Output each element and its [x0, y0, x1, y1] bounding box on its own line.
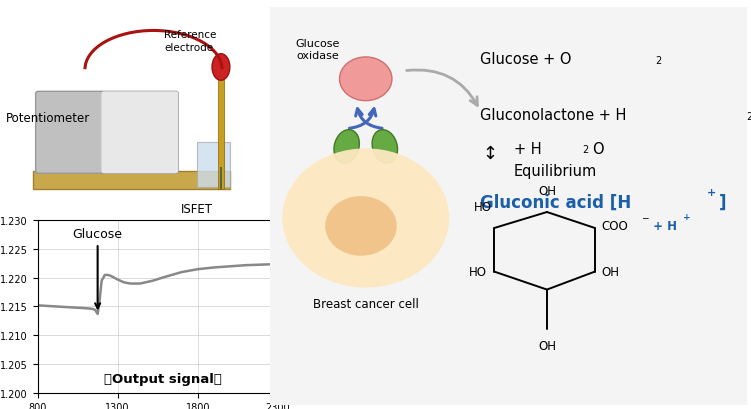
Text: +: + [683, 212, 690, 221]
Text: +: + [707, 187, 716, 197]
FancyArrowPatch shape [356, 110, 382, 129]
FancyBboxPatch shape [101, 92, 178, 174]
Ellipse shape [334, 130, 360, 164]
Text: + H: + H [514, 142, 541, 157]
FancyBboxPatch shape [256, 0, 751, 409]
Text: COO: COO [602, 220, 629, 233]
FancyArrowPatch shape [349, 110, 376, 129]
Text: Gluconolactone + H: Gluconolactone + H [480, 108, 626, 123]
Ellipse shape [212, 54, 230, 81]
Circle shape [325, 197, 397, 256]
Ellipse shape [372, 130, 397, 164]
Text: ↕: ↕ [482, 144, 497, 162]
Bar [198, 143, 231, 187]
Text: 2: 2 [583, 145, 589, 155]
Text: + H: + H [650, 220, 677, 233]
Text: O: O [593, 142, 604, 157]
Circle shape [282, 149, 449, 288]
Text: Breast cancer cell: Breast cancer cell [313, 297, 418, 310]
Circle shape [339, 58, 392, 101]
Text: Glucose: Glucose [73, 228, 122, 308]
Text: 2: 2 [746, 111, 751, 121]
Text: −: − [641, 212, 649, 221]
Bar [219, 167, 222, 189]
FancyArrowPatch shape [406, 71, 478, 106]
FancyBboxPatch shape [33, 172, 231, 189]
Text: OH: OH [538, 184, 556, 198]
Text: OH: OH [538, 339, 556, 353]
Text: 2: 2 [655, 56, 662, 66]
FancyBboxPatch shape [35, 92, 178, 174]
Text: 【Output signal】: 【Output signal】 [104, 372, 222, 385]
Text: ISFET: ISFET [181, 202, 213, 216]
Text: Reference
electrode: Reference electrode [164, 30, 217, 53]
Text: Glucose + O: Glucose + O [480, 52, 572, 67]
Bar [218, 79, 224, 189]
Text: ]: ] [719, 193, 726, 211]
Text: Potentiometer: Potentiometer [5, 112, 89, 125]
Text: HO: HO [474, 200, 492, 213]
Text: HO: HO [469, 265, 487, 279]
Text: OH: OH [602, 265, 620, 279]
Text: Glucose
oxidase: Glucose oxidase [296, 39, 340, 61]
Text: Equilibrium: Equilibrium [514, 163, 597, 178]
Text: Gluconic acid [H: Gluconic acid [H [480, 193, 632, 211]
